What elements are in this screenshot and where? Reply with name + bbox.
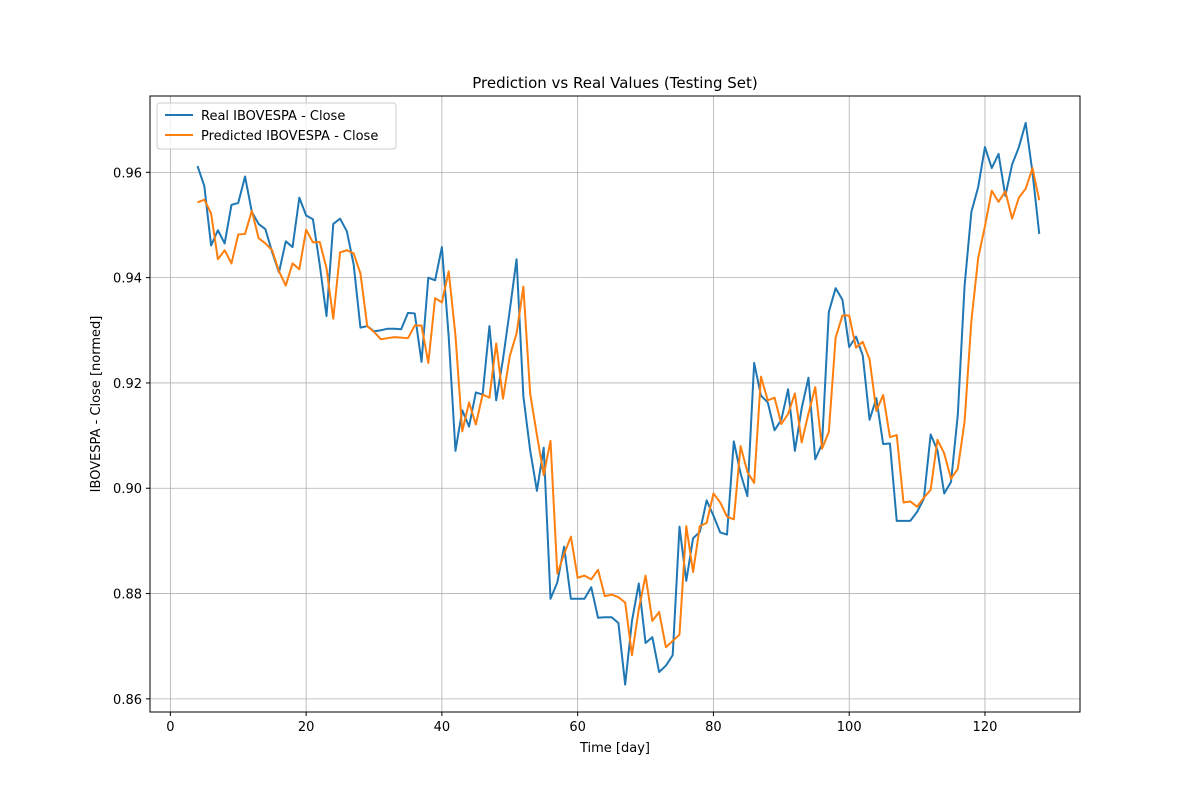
plot-area-frame [149,95,1081,713]
series-lines [196,121,1041,686]
series-line-predicted [197,167,1041,657]
chart-title: Prediction vs Real Values (Testing Set) [472,74,757,92]
series-line-real [196,121,1041,686]
axis-ticks: 0 20 40 60 80 100 120 0.86 0.88 0.90 0.92 0.94 0.96 [113,166,997,735]
y-tick-label: 0.96 [113,166,142,181]
legend-label-predicted: Predicted IBOVESPA - Close [201,129,378,144]
x-tick-label: 0 [166,720,174,735]
y-tick-label: 0.92 [113,377,142,392]
legend-label-real: Real IBOVESPA - Close [201,109,345,124]
x-tick-label: 20 [298,720,315,735]
x-tick-label: 100 [837,720,862,735]
x-axis-label: Time [day] [579,741,650,756]
x-tick-label: 60 [569,720,586,735]
legend-box [156,102,397,150]
legend: Real IBOVESPA - Close Predicted IBOVESPA… [156,102,397,150]
x-tick-label: 120 [973,720,998,735]
x-tick-label: 40 [434,720,451,735]
y-tick-label: 0.86 [113,693,142,708]
y-axis-label: IBOVESPA - Close [normed] [89,316,104,493]
y-tick-label: 0.94 [113,272,142,287]
y-tick-label: 0.88 [113,588,142,603]
y-tick-label: 0.90 [113,482,142,497]
x-tick-label: 80 [705,720,722,735]
